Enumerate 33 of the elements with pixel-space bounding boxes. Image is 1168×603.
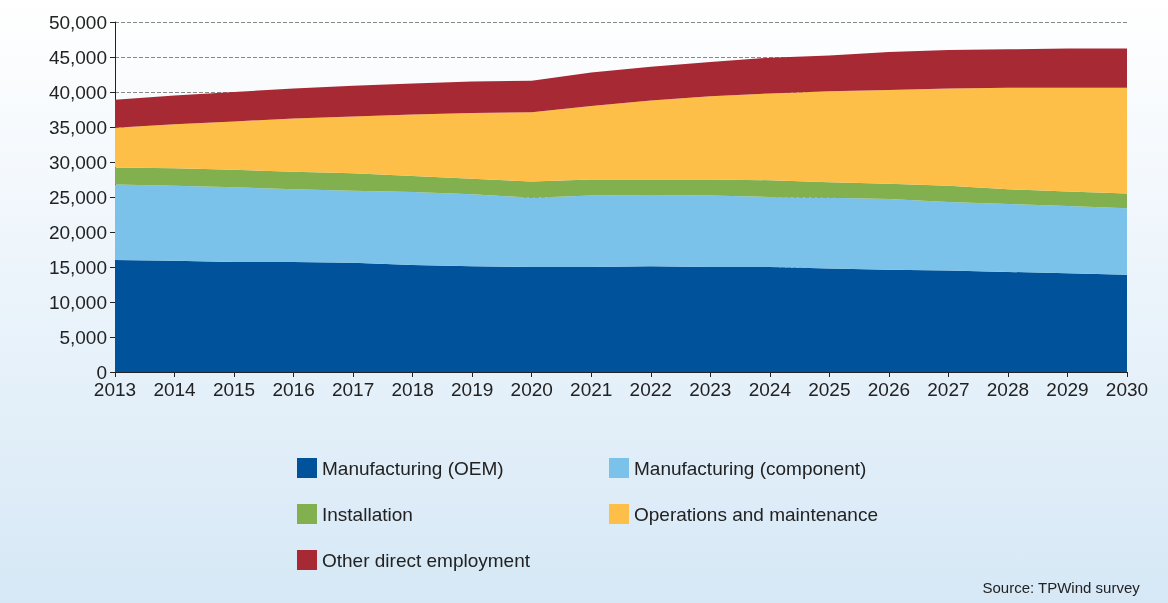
legend-label: Operations and maintenance <box>634 503 878 525</box>
x-tick-label: 2020 <box>510 379 553 400</box>
legend-label: Manufacturing (OEM) <box>322 457 504 479</box>
x-tick-label: 2030 <box>1105 379 1149 400</box>
y-tick-label: 15,000 <box>48 256 107 278</box>
x-tick-label: 2016 <box>272 379 315 400</box>
x-tick-label: 2027 <box>927 379 970 400</box>
x-tick-label: 2015 <box>212 379 256 400</box>
x-tick-label: 2018 <box>391 379 434 400</box>
x-tick-label: 2026 <box>867 379 911 400</box>
legend-label: Manufacturing (component) <box>634 457 867 479</box>
y-tick-label: 5,000 <box>59 326 107 348</box>
x-tick-label: 2021 <box>570 379 613 400</box>
y-tick-label: 35,000 <box>48 116 107 138</box>
x-tick-label: 2014 <box>153 379 197 400</box>
x-tick-label: 2023 <box>689 379 732 400</box>
y-tick-label: 30,000 <box>48 151 107 173</box>
y-tick-label: 40,000 <box>48 81 107 103</box>
x-tick-label: 2022 <box>629 379 672 400</box>
legend-label: Other direct employment <box>322 549 531 571</box>
x-tick-label: 2029 <box>1046 379 1089 400</box>
y-tick-label: 20,000 <box>48 221 107 243</box>
y-tick-label: 45,000 <box>48 46 107 68</box>
y-tick-label: 50,000 <box>48 11 107 33</box>
legend-label: Installation <box>322 503 413 525</box>
y-tick-label: 10,000 <box>48 291 107 313</box>
x-tick-label: 2024 <box>748 379 792 400</box>
x-tick-label: 2019 <box>451 379 494 400</box>
y-tick-label: 25,000 <box>48 186 107 208</box>
x-tick-label: 2017 <box>331 379 375 400</box>
x-tick-label: 2028 <box>986 379 1030 400</box>
source-note: Source: TPWind survey <box>982 579 1141 596</box>
x-tick-label: 2025 <box>808 379 851 400</box>
